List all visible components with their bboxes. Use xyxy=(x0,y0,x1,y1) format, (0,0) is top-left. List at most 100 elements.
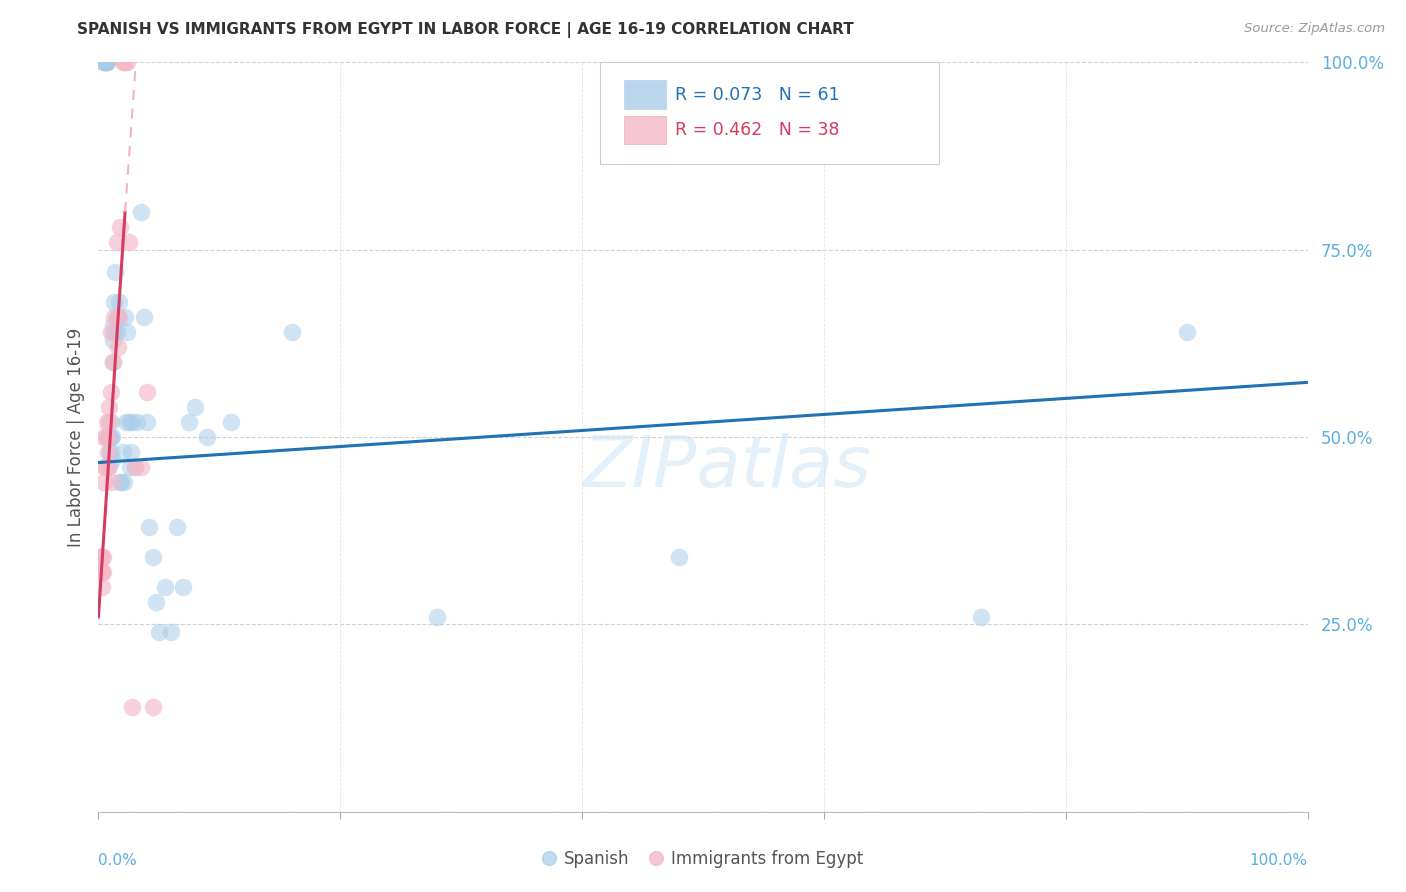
Point xyxy=(1175,325,1198,339)
Text: 0.0%: 0.0% xyxy=(98,853,138,868)
Point xyxy=(118,235,141,250)
Point xyxy=(195,430,218,444)
Point xyxy=(98,460,121,475)
Point xyxy=(426,610,449,624)
Point xyxy=(94,55,117,70)
Point xyxy=(91,549,114,564)
Point xyxy=(91,565,114,579)
Point xyxy=(108,295,131,310)
Point xyxy=(970,610,993,624)
Point xyxy=(94,430,117,444)
Point xyxy=(160,624,183,639)
Point xyxy=(118,415,141,429)
Point xyxy=(101,355,124,369)
Point xyxy=(100,385,122,400)
Point xyxy=(124,460,146,475)
Point xyxy=(100,325,122,339)
Point xyxy=(121,415,143,429)
Point xyxy=(172,580,194,594)
Point xyxy=(93,55,115,70)
Point xyxy=(148,624,170,639)
Point xyxy=(91,580,114,594)
Point xyxy=(93,55,115,70)
Point xyxy=(90,565,112,579)
Point xyxy=(115,415,138,429)
Point xyxy=(100,415,122,429)
Point xyxy=(97,430,120,444)
Point xyxy=(111,55,134,70)
Legend: Spanish, Immigrants from Egypt: Spanish, Immigrants from Egypt xyxy=(536,843,870,874)
Point xyxy=(121,699,143,714)
FancyBboxPatch shape xyxy=(624,80,665,109)
Point xyxy=(117,55,139,70)
Point xyxy=(97,430,120,444)
Point xyxy=(94,55,117,70)
Point xyxy=(91,549,114,564)
Point xyxy=(117,325,139,339)
Text: Source: ZipAtlas.com: Source: ZipAtlas.com xyxy=(1244,22,1385,36)
Point xyxy=(98,430,121,444)
Point xyxy=(96,415,118,429)
Point xyxy=(101,318,124,332)
Point xyxy=(96,430,118,444)
Point xyxy=(100,430,122,444)
Point xyxy=(135,415,157,429)
Point xyxy=(134,310,156,325)
Point xyxy=(93,460,115,475)
Point xyxy=(107,340,129,354)
Point xyxy=(96,55,118,70)
Point xyxy=(108,475,131,489)
Point xyxy=(105,310,128,325)
Text: R = 0.073   N = 61: R = 0.073 N = 61 xyxy=(675,86,839,103)
Point xyxy=(124,460,146,475)
Point xyxy=(118,460,141,475)
Point xyxy=(112,475,135,489)
Text: ZIPatlas: ZIPatlas xyxy=(582,433,872,501)
Point xyxy=(96,55,118,70)
Point xyxy=(111,445,134,459)
Point xyxy=(138,520,160,534)
Point xyxy=(100,452,122,467)
Point xyxy=(127,415,149,429)
Point xyxy=(104,265,127,279)
Text: 100.0%: 100.0% xyxy=(1250,853,1308,868)
Point xyxy=(107,310,129,325)
Point xyxy=(114,55,136,70)
Point xyxy=(100,445,122,459)
Point xyxy=(100,430,122,444)
Point xyxy=(120,445,142,459)
FancyBboxPatch shape xyxy=(624,116,665,145)
Point xyxy=(114,310,136,325)
Text: R = 0.462   N = 38: R = 0.462 N = 38 xyxy=(675,121,839,139)
Point xyxy=(101,355,124,369)
Point xyxy=(142,549,165,564)
Point xyxy=(103,310,125,325)
Point xyxy=(110,475,132,489)
Text: SPANISH VS IMMIGRANTS FROM EGYPT IN LABOR FORCE | AGE 16-19 CORRELATION CHART: SPANISH VS IMMIGRANTS FROM EGYPT IN LABO… xyxy=(77,22,853,38)
Point xyxy=(221,415,243,429)
Point xyxy=(281,325,304,339)
Point xyxy=(153,580,176,594)
Point xyxy=(90,549,112,564)
Point xyxy=(135,385,157,400)
Point xyxy=(98,415,121,429)
Point xyxy=(93,430,115,444)
Point xyxy=(91,565,114,579)
Point xyxy=(105,235,128,250)
Point xyxy=(166,520,188,534)
Point xyxy=(101,333,124,347)
Point xyxy=(103,295,125,310)
Point xyxy=(129,205,152,219)
Point xyxy=(97,445,120,459)
Point xyxy=(108,310,131,325)
Point xyxy=(668,549,690,564)
Point xyxy=(129,460,152,475)
Point xyxy=(184,400,207,414)
Point xyxy=(96,55,118,70)
Point xyxy=(142,699,165,714)
Point xyxy=(145,595,167,609)
Point xyxy=(89,549,111,564)
Point xyxy=(97,460,120,475)
Point xyxy=(94,460,117,475)
FancyBboxPatch shape xyxy=(600,62,939,163)
